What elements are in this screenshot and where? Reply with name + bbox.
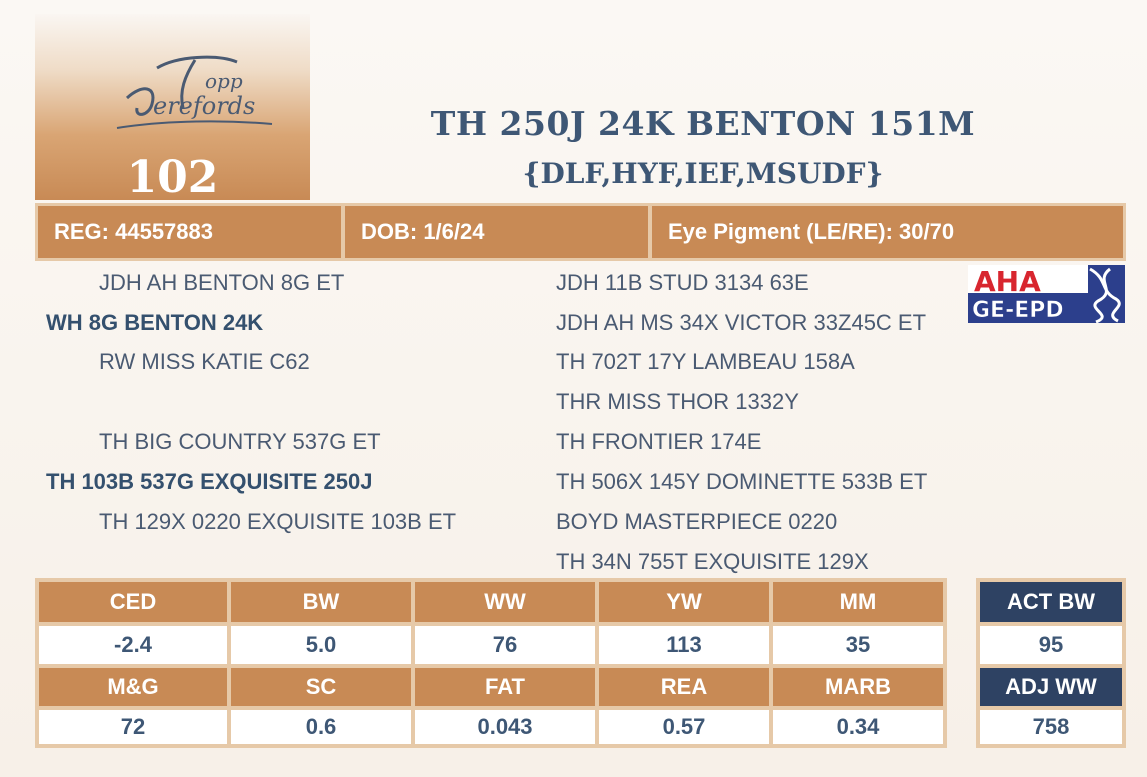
- pedigree-dam-sire: TH BIG COUNTRY 537G ET: [99, 429, 381, 454]
- epd-value: -2.4: [39, 626, 227, 664]
- adj-ww-label: ADJ WW: [980, 668, 1122, 706]
- pedigree-dam: TH 103B 537G EXQUISITE 250J: [46, 469, 373, 494]
- epd-header: BW: [231, 582, 411, 622]
- aha-ge-epd-logo: AHA GE-EPD: [968, 265, 1125, 323]
- lot-number: 102: [126, 152, 219, 203]
- pedigree-sire-dam: RW MISS KATIE C62: [99, 349, 310, 374]
- adj-ww-value: 758: [980, 710, 1122, 744]
- svg-text:erefords: erefords: [153, 92, 255, 120]
- pedigree-great-grandparent: TH FRONTIER 174E: [556, 429, 762, 454]
- registration-number: REG: 44557883: [54, 219, 213, 244]
- genetic-designations: {DLF,HYF,IEF,MSUDF}: [522, 157, 884, 190]
- pedigree-great-grandparent: TH 506X 145Y DOMINETTE 533B ET: [556, 469, 928, 494]
- epd-header: MM: [773, 582, 943, 622]
- svg-text:opp: opp: [205, 69, 243, 93]
- epd-header: M&G: [39, 668, 227, 706]
- pedigree-great-grandparent: TH 702T 17Y LAMBEAU 158A: [556, 349, 855, 374]
- epd-value: 0.34: [773, 710, 943, 744]
- epd-value: 0.6: [231, 710, 411, 744]
- epd-value: 35: [773, 626, 943, 664]
- epd-value: 72: [39, 710, 227, 744]
- pedigree-great-grandparent: TH 34N 755T EXQUISITE 129X: [556, 549, 869, 574]
- epd-value: 76: [415, 626, 595, 664]
- pedigree-great-grandparent: THR MISS THOR 1332Y: [556, 389, 799, 414]
- act-bw-label: ACT BW: [980, 582, 1122, 622]
- topp-herefords-logo: opp erefords: [116, 55, 273, 129]
- date-of-birth: DOB: 1/6/24: [361, 219, 485, 244]
- epd-header: CED: [39, 582, 227, 622]
- info-bar: REG: 44557883 DOB: 1/6/24 Eye Pigment (L…: [35, 203, 1126, 261]
- logo-panel: opp erefords 102: [35, 14, 310, 200]
- eye-pigment: Eye Pigment (LE/RE): 30/70: [668, 219, 955, 244]
- divider: [648, 206, 652, 258]
- epd-value: 113: [599, 626, 769, 664]
- animal-name: TH 250J 24K BENTON 151M: [430, 104, 976, 143]
- epd-header: YW: [599, 582, 769, 622]
- pedigree-sire-sire: JDH AH BENTON 8G ET: [99, 270, 345, 295]
- epd-table: CED BW WW YW MM -2.4 5.0 76 113 35 M&G S…: [35, 578, 947, 748]
- pedigree-sire: WH 8G BENTON 24K: [46, 310, 264, 335]
- pedigree-great-grandparent: JDH AH MS 34X VICTOR 33Z45C ET: [556, 310, 927, 335]
- pedigree-great-grandparent: BOYD MASTERPIECE 0220: [556, 509, 838, 534]
- act-bw-value: 95: [980, 626, 1122, 664]
- pedigree-dam-dam: TH 129X 0220 EXQUISITE 103B ET: [99, 509, 457, 534]
- divider: [341, 206, 345, 258]
- actual-weights-table: ACT BW 95 ADJ WW 758: [976, 578, 1126, 748]
- epd-header: WW: [415, 582, 595, 622]
- epd-header: MARB: [773, 668, 943, 706]
- epd-header: SC: [231, 668, 411, 706]
- badge-ge-epd-text: GE-EPD: [972, 298, 1064, 323]
- epd-value: 0.57: [599, 710, 769, 744]
- epd-header: REA: [599, 668, 769, 706]
- badge-aha-text: AHA: [974, 265, 1041, 298]
- epd-value: 5.0: [231, 626, 411, 664]
- epd-header: FAT: [415, 668, 595, 706]
- epd-value: 0.043: [415, 710, 595, 744]
- pedigree-great-grandparent: JDH 11B STUD 3134 63E: [556, 270, 809, 295]
